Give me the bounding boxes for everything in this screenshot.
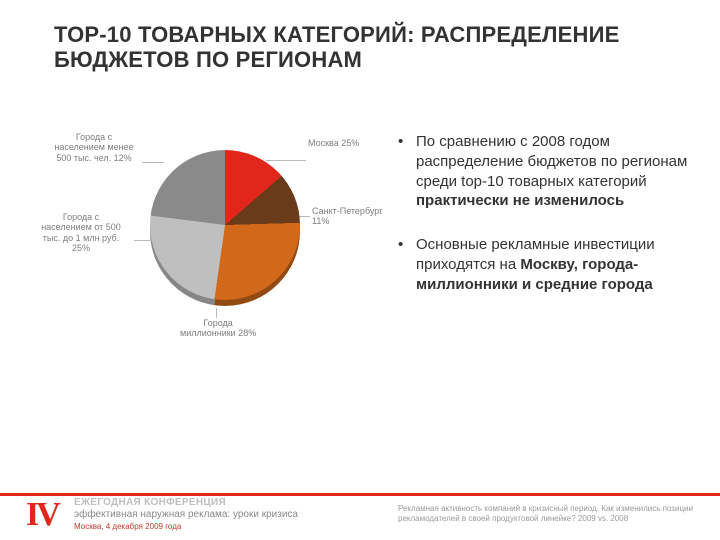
- bullet-strong: практически не изменилось: [416, 192, 624, 209]
- leader-line: [134, 240, 152, 241]
- slice-label-million: Города миллионники 28%: [180, 318, 256, 339]
- slice-label-spb: Санкт-Петербург 11%: [312, 206, 383, 227]
- bullet-list: • По сравнению с 2008 годом распределени…: [398, 132, 688, 319]
- bullet-pre: По сравнению с 2008 годом распределение …: [416, 133, 687, 190]
- slide: ТОР-10 ТОВАРНЫХ КАТЕГОРИЙ: РАСПРЕДЕЛЕНИЕ…: [0, 0, 720, 540]
- leader-line: [142, 162, 164, 163]
- slice-label-moscow: Москва 25%: [308, 138, 359, 148]
- page-title: ТОР-10 ТОВАРНЫХ КАТЕГОРИЙ: РАСПРЕДЕЛЕНИЕ…: [54, 22, 664, 73]
- leader-line: [216, 308, 217, 318]
- bullet-marker: •: [398, 132, 416, 211]
- pie-top: [150, 150, 300, 300]
- footer-conference-block: ЕЖЕГОДНАЯ КОНФЕРЕНЦИЯ эффективная наружн…: [74, 497, 298, 532]
- slice-label-500k-1m: Города с населением от 500 тыс. до 1 млн…: [26, 212, 136, 253]
- footer-line3: Москва, 4 декабря 2009 года: [74, 522, 298, 532]
- footer-line2: эффективная наружная реклама: уроки криз…: [74, 509, 298, 521]
- footer-line1: ЕЖЕГОДНАЯ КОНФЕРЕНЦИЯ: [74, 497, 298, 509]
- leader-line: [266, 160, 306, 161]
- pie-wrap: [150, 150, 300, 300]
- bullet-text: Основные рекламные инвестиции приходятся…: [416, 235, 688, 294]
- bullet-item: • По сравнению с 2008 годом распределени…: [398, 132, 688, 211]
- bullet-item: • Основные рекламные инвестиции приходят…: [398, 235, 688, 294]
- footer: IV ЕЖЕГОДНАЯ КОНФЕРЕНЦИЯ эффективная нар…: [0, 494, 720, 540]
- bullet-text: По сравнению с 2008 годом распределение …: [416, 132, 688, 211]
- footer-right-caption: Рекламная активность компаний в кризисны…: [398, 504, 698, 524]
- slice-label-lt500k: Города с населением менее 500 тыс. чел. …: [44, 132, 144, 163]
- bullet-marker: •: [398, 235, 416, 294]
- footer-roman-numeral: IV: [26, 496, 58, 534]
- pie-chart: Москва 25% Санкт-Петербург 11% Города ми…: [30, 120, 390, 380]
